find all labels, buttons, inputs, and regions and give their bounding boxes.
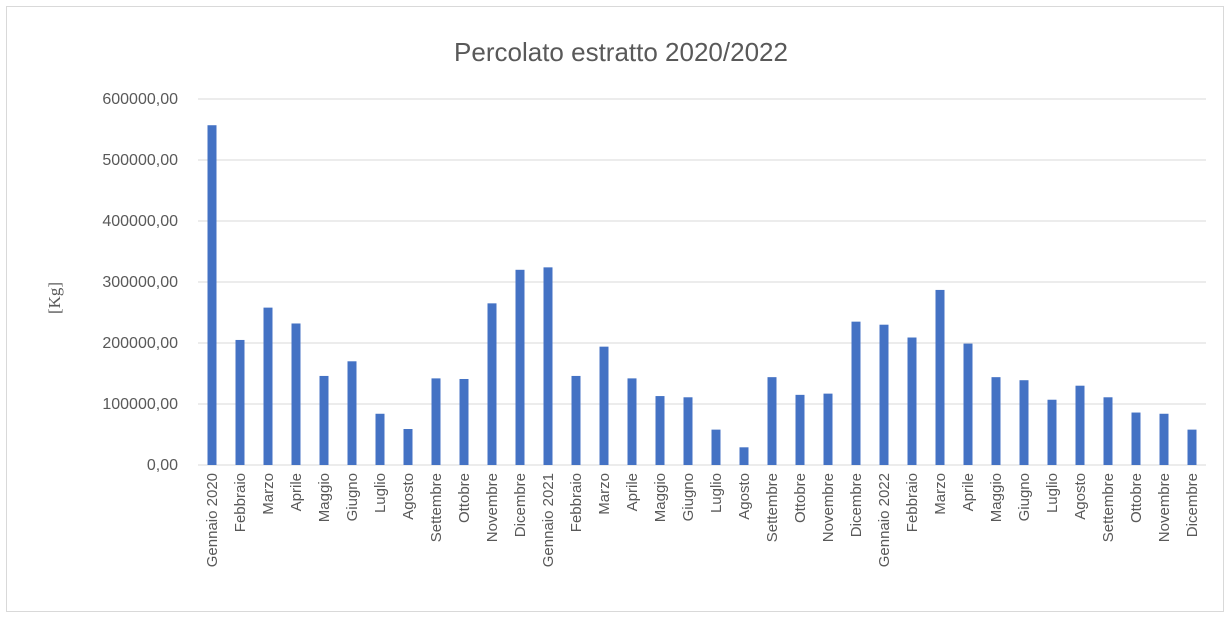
x-tick-label: Marzo: [260, 473, 277, 515]
x-tick-label: Agosto: [736, 473, 753, 520]
bar: [683, 397, 693, 465]
bar: [263, 307, 273, 465]
y-tick-label: 600000,00: [102, 91, 178, 108]
bar: [543, 267, 553, 465]
x-tick-label: Maggio: [988, 473, 1005, 522]
x-tick-label: Febbraio: [568, 473, 585, 532]
bar: [1131, 412, 1141, 465]
bar: [291, 323, 301, 465]
bar: [459, 378, 469, 465]
bar: [207, 125, 217, 465]
x-tick-label: Novembre: [820, 473, 837, 542]
y-tick-label: 500000,00: [102, 152, 178, 169]
bar: [1019, 380, 1029, 465]
x-tick-label: Giugno: [680, 473, 697, 521]
x-tick-label: Dicembre: [1184, 473, 1201, 537]
x-tick-label: Settembre: [1100, 473, 1117, 542]
bar: [935, 289, 945, 465]
x-tick-label: Settembre: [764, 473, 781, 542]
x-tick-label: Marzo: [596, 473, 613, 515]
x-tick-label: Agosto: [1072, 473, 1089, 520]
y-tick-label: 200000,00: [102, 335, 178, 352]
x-tick-label: Gennaio 2022: [876, 473, 893, 567]
x-tick-label: Ottobre: [792, 473, 809, 523]
y-tick-label: 100000,00: [102, 396, 178, 413]
bar: [767, 377, 777, 465]
bar: [235, 339, 245, 465]
bar: [431, 378, 441, 465]
bar: [1103, 397, 1113, 465]
x-axis-ticks: Gennaio 2020 Febbraio Marzo Aprile Maggio Giu…: [204, 473, 1201, 567]
x-tick-label: Maggio: [316, 473, 333, 522]
bar-chart: Percolato estratto 2020/2022 [Kg] 0,00 10…: [45, 37, 1206, 567]
bar: [851, 321, 861, 465]
bar: [879, 324, 889, 465]
x-tick-label: Aprile: [288, 473, 305, 511]
bar: [1159, 413, 1169, 465]
bar: [487, 303, 497, 465]
x-tick-label: Luglio: [708, 473, 725, 513]
bar: [739, 447, 749, 465]
bar: [599, 346, 609, 465]
x-tick-label: Maggio: [652, 473, 669, 522]
x-tick-label: Gennaio 2020: [204, 473, 221, 567]
x-tick-label: Dicembre: [512, 473, 529, 537]
bar: [515, 269, 525, 465]
bar: [655, 396, 665, 465]
bar: [823, 393, 833, 465]
x-tick-label: Novembre: [484, 473, 501, 542]
bar: [711, 429, 721, 465]
x-tick-label: Luglio: [1044, 473, 1061, 513]
x-tick-label: Luglio: [372, 473, 389, 513]
x-tick-label: Aprile: [624, 473, 641, 511]
y-axis-label: [Kg]: [45, 282, 64, 314]
x-tick-label: Dicembre: [848, 473, 865, 537]
x-tick-label: Aprile: [960, 473, 977, 511]
bars: [207, 125, 1197, 465]
x-tick-label: Agosto: [400, 473, 417, 520]
bar: [319, 375, 329, 465]
x-tick-label: Giugno: [1016, 473, 1033, 521]
gridlines: [198, 98, 1206, 466]
bar: [907, 337, 917, 465]
bar: [991, 377, 1001, 465]
x-tick-label: Febbraio: [232, 473, 249, 532]
bar: [403, 429, 413, 465]
bar: [1075, 385, 1085, 465]
x-tick-label: Marzo: [932, 473, 949, 515]
y-tick-label: 400000,00: [102, 213, 178, 230]
chart-frame: Percolato estratto 2020/2022 [Kg] 0,00 10…: [6, 6, 1224, 612]
bar: [571, 375, 581, 465]
x-tick-label: Novembre: [1156, 473, 1173, 542]
bar: [375, 413, 385, 465]
x-tick-label: Febbraio: [904, 473, 921, 532]
y-tick-label: 0,00: [147, 457, 178, 474]
bar: [1047, 399, 1057, 465]
bar: [627, 378, 637, 465]
bar: [963, 343, 973, 465]
bar: [1187, 429, 1197, 465]
bar: [347, 361, 357, 465]
x-tick-label: Giugno: [344, 473, 361, 521]
y-axis-ticks: 0,00 100000,00 200000,00 300000,00 400000,00…: [102, 91, 178, 474]
x-tick-label: Settembre: [428, 473, 445, 542]
x-tick-label: Gennaio 2021: [540, 473, 557, 567]
x-tick-label: Ottobre: [1128, 473, 1145, 523]
x-tick-label: Ottobre: [456, 473, 473, 523]
y-tick-label: 300000,00: [102, 274, 178, 291]
bar: [795, 394, 805, 465]
chart-title: Percolato estratto 2020/2022: [454, 37, 788, 67]
